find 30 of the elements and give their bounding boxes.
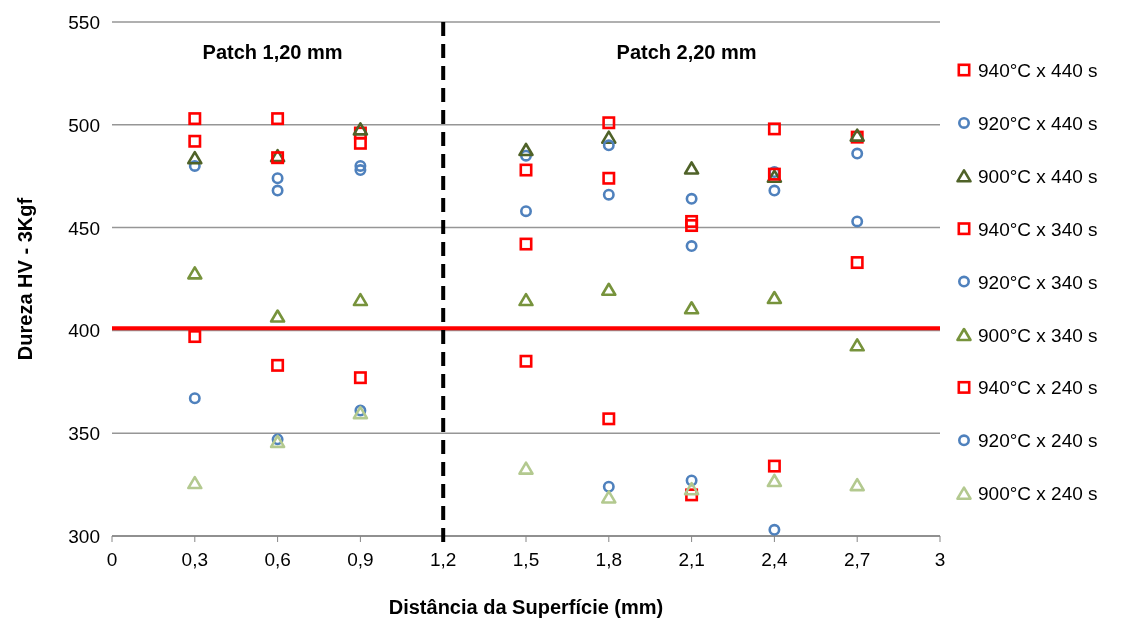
legend-label: 940°C x 440 s [978, 60, 1098, 81]
legend-label: 940°C x 240 s [978, 377, 1098, 399]
x-tick-label: 2,1 [678, 549, 705, 570]
legend-label: 920°C x 340 s [978, 271, 1098, 293]
annotation: Patch 1,20 mm [202, 41, 343, 63]
y-tick-label: 350 [68, 423, 100, 445]
y-tick-label: 450 [68, 217, 100, 239]
x-tick-label: 1,8 [595, 549, 623, 570]
legend-label: 900°C x 340 s [978, 324, 1098, 346]
y-tick-label: 400 [68, 320, 100, 342]
x-tick-label: 0 [106, 549, 118, 570]
x-axis-title: Distância da Superfície (mm) [388, 596, 664, 618]
legend-label: 900°C x 440 s [978, 165, 1098, 187]
x-tick-label: 0,3 [181, 549, 209, 570]
x-tick-label: 1,2 [429, 549, 457, 570]
x-tick-label: 3 [934, 549, 946, 570]
legend-label: 940°C x 340 s [978, 218, 1098, 240]
legend-label: 900°C x 240 s [978, 483, 1098, 505]
y-tick-label: 300 [68, 526, 100, 547]
x-tick-label: 0,9 [347, 549, 374, 570]
x-tick-label: 2,4 [761, 549, 789, 570]
x-tick-label: 1,5 [512, 549, 540, 570]
annotation: Patch 2,20 mm [616, 41, 757, 63]
legend-label: 920°C x 440 s [978, 112, 1098, 134]
x-tick-label: 0,6 [264, 549, 291, 570]
x-tick-label: 2,7 [843, 549, 871, 570]
y-axis-title: Dureza HV - 3Kgf [14, 197, 36, 361]
y-tick-label: 550 [68, 12, 100, 33]
legend-label: 920°C x 240 s [978, 430, 1098, 452]
y-tick-label: 500 [68, 114, 100, 136]
